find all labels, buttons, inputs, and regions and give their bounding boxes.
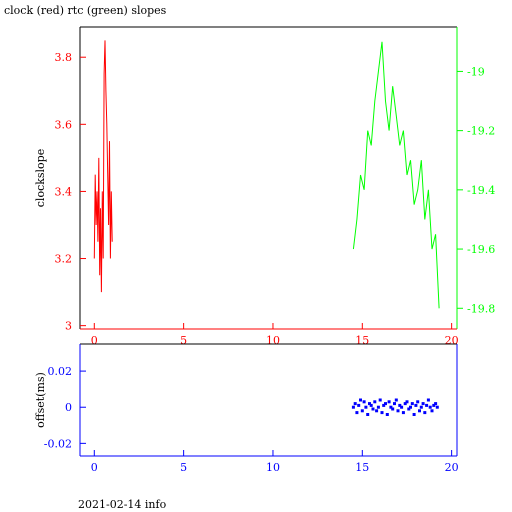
offset-point xyxy=(434,402,438,406)
x-tick-label-3: 15 xyxy=(355,334,369,347)
offset-point xyxy=(357,403,361,407)
offset-point xyxy=(394,398,398,402)
offset-point xyxy=(423,411,427,415)
offset-point xyxy=(384,402,387,406)
offset-point xyxy=(426,398,430,402)
offset-point xyxy=(405,400,409,404)
offset-point xyxy=(435,405,439,409)
offset-point xyxy=(412,413,416,416)
bottom-x-tick-label-3: 15 xyxy=(355,461,369,474)
y-axis-label: clockslope xyxy=(34,149,47,207)
offset-point xyxy=(414,403,418,407)
x-tick-label-1: 5 xyxy=(180,334,187,347)
offset-point xyxy=(376,405,380,409)
offset-point xyxy=(398,403,402,407)
offset-point xyxy=(403,402,407,406)
offset-point xyxy=(393,402,396,406)
right-tick-label-0: -19 xyxy=(467,65,485,78)
offset-point xyxy=(407,407,411,411)
offset-point xyxy=(410,402,414,406)
footer-info: 2021-02-14 info xyxy=(78,498,167,511)
offset-point xyxy=(418,409,421,413)
offset-point xyxy=(401,411,405,415)
right-tick-label-4: -19.8 xyxy=(467,302,495,315)
x-tick-label-0: 0 xyxy=(91,334,98,347)
offset-point xyxy=(360,409,364,413)
left-tick-label-2: 3.4 xyxy=(55,185,73,198)
offset-point xyxy=(416,400,420,404)
slope-panel: 3 3.2 3.4 3.6 3.8 -19 -19.2 -19.4 -19.6 -19.8 0 5 10… xyxy=(34,26,495,347)
chart-title: clock (red) rtc (green) slopes xyxy=(4,4,167,17)
offset-point xyxy=(428,405,432,409)
left-tick-label-1: 3.2 xyxy=(55,253,73,266)
offset-point xyxy=(396,409,400,413)
bottom-x-tick-label-2: 10 xyxy=(266,461,280,474)
offset-point xyxy=(362,400,366,404)
offset-point xyxy=(375,409,379,413)
offset-point xyxy=(371,407,375,411)
bottom-x-tick-label-1: 5 xyxy=(180,461,187,474)
left-tick-label-3: 3.6 xyxy=(55,118,73,131)
bottom-left-tick-label-1: 0 xyxy=(65,401,72,414)
offset-point xyxy=(382,403,386,407)
bottom-left-tick-label-2: -0.02 xyxy=(44,437,72,450)
right-tick-label-3: -19.6 xyxy=(467,243,495,256)
offset-point xyxy=(425,403,429,407)
offset-point xyxy=(389,405,393,409)
offset-point xyxy=(366,413,370,416)
left-tick-label-4: 3.8 xyxy=(55,51,73,64)
right-tick-label-2: -19.4 xyxy=(467,184,495,197)
offset-point xyxy=(421,402,425,406)
offset-point xyxy=(378,398,382,402)
bottom-y-axis-label: offset(ms) xyxy=(34,372,47,428)
offset-point xyxy=(369,403,373,407)
bottom-left-tick-label-0: 0.02 xyxy=(48,365,73,378)
offset-point xyxy=(368,402,371,406)
bottom-x-tick-label-4: 20 xyxy=(445,461,459,474)
offset-point xyxy=(430,409,434,413)
offset-point xyxy=(380,411,384,415)
offset-point xyxy=(364,405,368,409)
offset-point xyxy=(353,402,357,406)
offset-point xyxy=(355,411,359,415)
x-tick-label-2: 10 xyxy=(266,334,280,347)
offset-point xyxy=(385,413,389,416)
offset-point xyxy=(387,400,391,404)
series-line-clock xyxy=(93,40,113,293)
offset-point xyxy=(391,407,395,411)
offset-point xyxy=(359,398,362,402)
offset-point xyxy=(373,400,377,404)
offset-panel: 0.02 0 -0.02 0 5 10 15 20 offset(ms) xyxy=(34,343,459,474)
bottom-x-tick-label-0: 0 xyxy=(91,461,98,474)
offset-point xyxy=(432,403,436,407)
offset-point xyxy=(400,405,404,409)
series-line-rtc xyxy=(352,41,440,309)
offset-point xyxy=(419,405,423,409)
offset-point xyxy=(351,405,355,409)
right-tick-label-1: -19.2 xyxy=(467,125,495,138)
left-tick-label-0: 3 xyxy=(65,320,72,333)
offset-point xyxy=(409,405,412,409)
